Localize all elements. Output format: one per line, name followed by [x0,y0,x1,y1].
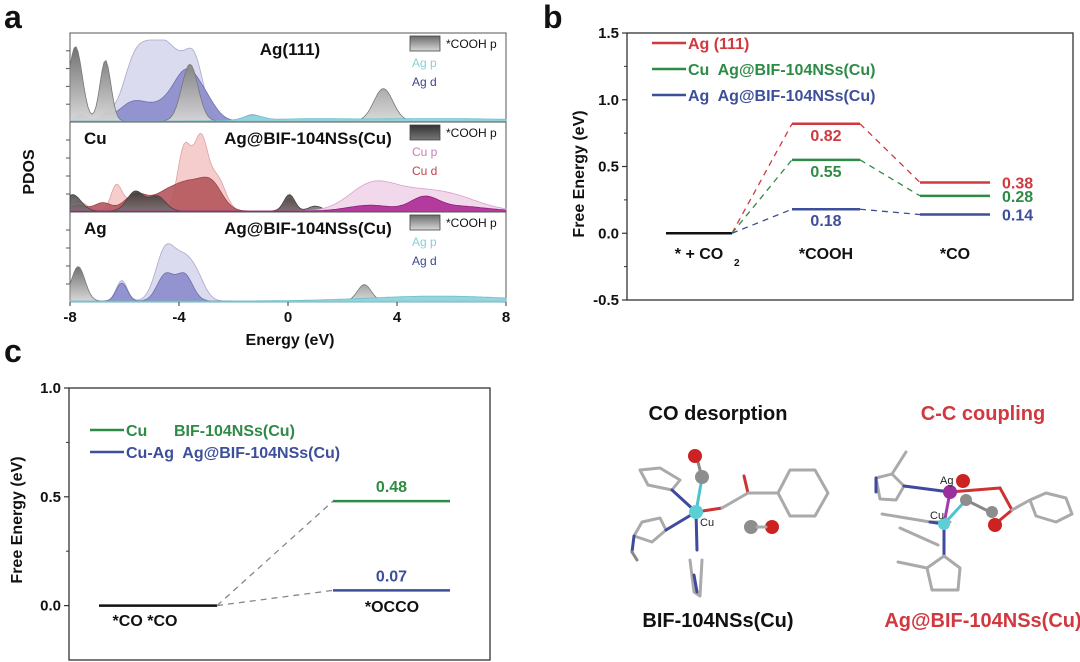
oxygen-atom-icon [765,520,779,534]
connector-line-green [731,159,793,234]
energy-value-label: 0.28 [1002,189,1033,206]
molecule-structure-1: Cu [630,449,830,598]
state-label: *CO *CO [113,613,178,630]
oxygen-atom-icon [988,518,1002,532]
pdos-subplot-1: Ag(111) *COOH p Ag p Ag d [66,32,507,123]
carbon-atom-icon [960,494,972,506]
panel-c-frame [68,387,491,661]
legend-swatch-cooh [409,35,441,52]
subplot-site-label: Cu [84,129,107,148]
x-tick-label: 8 [502,309,510,326]
panel-c-free-energy: Free Energy (eV) 0.0 0.5 1.0 Cu BIF-104NSs… [9,380,491,661]
legend-label: *COOH p [446,126,497,140]
oxygen-atom-icon [956,474,970,488]
energy-value-label: 0.38 [1002,176,1033,193]
legend-label: Cu-Ag Ag@BIF-104NSs(Cu) [126,445,340,462]
structure-2-caption: Ag@BIF-104NSs(Cu) [884,610,1080,632]
y-tick-label: 1.0 [40,380,61,397]
y-tick-label: 0.0 [40,598,61,615]
subplot-title: Ag@BIF-104NSs(Cu) [224,129,392,148]
legend-swatch-cooh [409,124,441,141]
pdos-area-ag-d-total-envelope- [69,243,507,303]
panel-c-structures: CO desorption BIF-104NSs(Cu) C-C couplin… [630,403,1080,632]
legend-label: Ag Ag@BIF-104NSs(Cu) [688,88,875,105]
carbon-atom-icon [744,520,758,534]
y-tick-label: 0.5 [40,489,61,506]
state-label: *COOH [799,246,853,263]
legend-label: Ag p [412,235,437,249]
metal-label-ag: Ag [940,475,953,487]
connector-line-green [859,159,921,197]
energy-value-label: 0.82 [810,128,841,145]
structure-1-caption: BIF-104NSs(Cu) [642,610,793,632]
legend-label: Ag d [412,254,437,268]
metal-label-cu: Cu [930,510,944,522]
y-tick-label: 1.5 [598,25,619,42]
state-label: * + CO [675,246,723,263]
subplot-site-label: Ag [84,219,107,238]
x-tick-label: 4 [393,309,402,326]
legend-label: Cu BIF-104NSs(Cu) [126,423,295,440]
panel-letter-c: c [4,333,22,369]
structure-2-heading: C-C coupling [921,403,1045,425]
panel-b-free-energy: Free Energy (eV) -0.5 0.0 0.5 1.0 1.5 Ag (11… [571,25,1074,309]
connector-line-blue [859,208,921,216]
pdos-area-ag-p [69,114,507,123]
energy-value-label: 0.48 [376,479,407,496]
legend-label: Ag (111) [688,36,749,53]
connector-line-red [731,123,793,234]
state-label: *CO [940,246,970,263]
carbon-atom-icon [986,506,998,518]
pdos-area-cu-p [69,195,507,213]
carbon-atom-icon [695,470,709,484]
legend-label: Ag d [412,75,437,89]
x-tick-label: -8 [63,309,76,326]
x-tick-label: -4 [172,309,186,326]
ag-atom-icon [943,485,957,499]
energy-value-label: 0.14 [1002,208,1033,225]
y-tick-label: 0.5 [598,159,619,176]
panel-b-ylabel: Free Energy (eV) [571,110,588,237]
pdos-subplot-3: Ag@BIF-104NSs(Cu) Ag *COOH p Ag p Ag d [66,211,507,303]
cu-atom-icon [689,505,703,519]
connector-line-green [216,500,334,607]
energy-value-label: 0.55 [810,164,841,181]
y-tick-label: 0.0 [598,225,619,242]
pdos-area-ag-p [69,295,507,303]
y-tick-label: -0.5 [593,292,619,309]
legend-label: *COOH p [446,37,497,51]
connector-line-red [859,123,921,183]
subplot-title: Ag(111) [260,40,320,59]
legend-label: Cu Ag@BIF-104NSs(Cu) [688,62,875,79]
legend-label: *COOH p [446,216,497,230]
subplot-title: Ag@BIF-104NSs(Cu) [224,219,392,238]
connector-line-blue [216,589,334,607]
energy-value-label: 0.07 [376,568,407,585]
panel-a-xlabel: Energy (eV) [246,332,335,349]
state-label: *OCCO [365,599,419,616]
pdos-subplot-2: Ag@BIF-104NSs(Cu) Cu *COOH p Cu p Cu d [66,121,507,213]
panel-a-pdos: PDOS Energy (eV) Ag(111) *COOH pAg pAg dA… [21,32,510,349]
metal-label-cu: Cu [700,517,714,529]
y-tick-label: 1.0 [598,92,619,109]
state-label-subscript: 2 [734,258,740,269]
legend-label: Cu d [412,164,437,178]
molecule-structure-2: Ag Cu [874,450,1074,592]
panel-letter-a: a [4,0,22,35]
legend-label: Ag p [412,56,437,70]
legend-label: Cu p [412,145,438,159]
cu-atom-icon [938,518,950,530]
oxygen-atom-icon [688,449,702,463]
panel-a-ylabel: PDOS [21,149,38,195]
structure-1-heading: CO desorption [649,403,788,425]
panel-letter-b: b [543,0,563,35]
energy-value-label: 0.18 [810,213,841,230]
legend-swatch-cooh [409,214,441,231]
x-tick-label: 0 [284,309,292,326]
panel-c-ylabel: Free Energy (eV) [9,456,26,583]
